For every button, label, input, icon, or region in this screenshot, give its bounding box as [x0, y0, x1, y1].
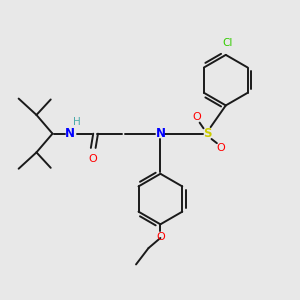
Text: N: N	[65, 127, 75, 140]
Text: H: H	[73, 117, 80, 127]
Text: O: O	[216, 143, 225, 153]
Text: N: N	[155, 127, 165, 140]
Text: S: S	[203, 127, 211, 140]
Text: O: O	[156, 232, 165, 242]
Text: O: O	[88, 154, 97, 164]
Text: O: O	[192, 112, 201, 122]
Text: Cl: Cl	[222, 38, 232, 48]
